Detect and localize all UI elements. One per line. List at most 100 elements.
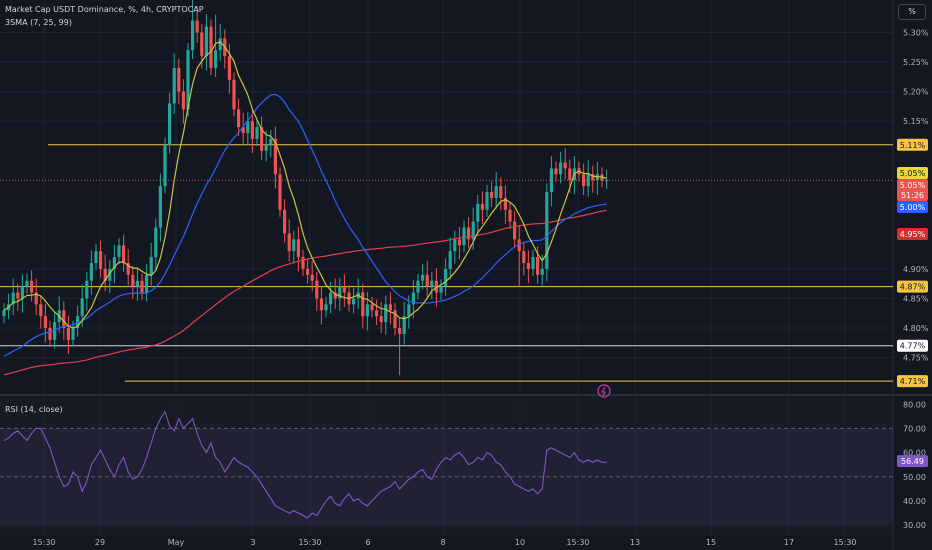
candle-body — [563, 162, 567, 169]
candle-body — [103, 268, 107, 281]
price-tick-label: 4.75% — [903, 354, 929, 363]
candle-body — [89, 262, 93, 281]
candle-body — [53, 322, 57, 340]
candle-body — [94, 251, 98, 263]
rsi-tick-label: 40.00 — [903, 497, 926, 506]
candle-body — [448, 251, 452, 269]
candle-body — [260, 127, 264, 151]
sma7-badge-bg — [897, 167, 928, 179]
sma25-badge-bg — [897, 201, 928, 213]
candle-body — [425, 274, 429, 287]
rsi-line — [3, 410, 607, 519]
candle-body — [177, 67, 181, 92]
candle-body — [126, 262, 130, 275]
candle-body — [338, 286, 342, 299]
candle-body — [554, 168, 558, 175]
rsi-tick-label: 70.00 — [903, 424, 926, 433]
rsi-legend: RSI (14, close) — [5, 405, 63, 414]
candle-body — [296, 239, 300, 258]
time-tick-label: 6 — [365, 538, 370, 547]
candle-body — [16, 292, 20, 299]
candle-body — [227, 56, 231, 80]
candle-body — [361, 292, 365, 317]
candle-body — [117, 245, 121, 258]
candle-body — [342, 286, 346, 293]
candle-body — [490, 192, 494, 198]
sma25-line — [3, 93, 607, 357]
candle-body — [131, 274, 135, 287]
candle-body — [416, 280, 420, 293]
candle-body — [39, 304, 43, 317]
candle-body — [283, 209, 287, 234]
candle-body — [76, 316, 80, 328]
candle-body — [186, 50, 190, 110]
candle-body — [250, 121, 254, 139]
candle-body — [149, 257, 153, 275]
candle-body — [255, 127, 259, 139]
candle-body — [333, 292, 337, 299]
price-tick-label: 4.85% — [903, 294, 929, 303]
candle-body — [526, 262, 530, 269]
time-tick-label: 15:30 — [833, 538, 856, 547]
candle-body — [591, 174, 595, 181]
candle-body — [549, 168, 553, 193]
candle-body — [480, 203, 484, 210]
candle-body — [324, 304, 328, 311]
time-tick-label: 15 — [706, 538, 716, 547]
time-tick-label: 15:30 — [32, 538, 55, 547]
candle-body — [476, 203, 480, 222]
candle-body — [158, 186, 162, 228]
level-badge-bg — [897, 138, 928, 151]
candle-body — [434, 280, 438, 293]
candle-body — [398, 327, 402, 334]
alert-bolt-glyph — [601, 386, 606, 397]
time-tick-label: 15:30 — [298, 538, 321, 547]
candle-body — [191, 20, 195, 51]
rsi-badge-bg — [897, 455, 928, 468]
candle-body — [457, 239, 461, 246]
time-tick-label: May — [168, 538, 185, 547]
alert-bolt-icon — [597, 384, 611, 398]
candle-body — [329, 292, 333, 305]
candle-body — [536, 257, 540, 275]
candle-body — [540, 268, 544, 275]
candle-body — [315, 280, 319, 299]
candle-body — [444, 268, 448, 287]
candle-body — [140, 280, 144, 293]
sma7-badge: 5.05% — [900, 169, 926, 178]
candle-body — [209, 26, 213, 68]
candle-body — [375, 310, 379, 317]
candle-body — [582, 174, 586, 187]
candle-body — [352, 298, 356, 305]
rsi-badge: 56.49 — [901, 457, 924, 466]
countdown-badge-bg — [897, 189, 928, 201]
time-tick-label: 8 — [440, 538, 445, 547]
candle-body — [232, 79, 236, 110]
candle-body — [402, 316, 406, 334]
candle-body — [237, 109, 241, 128]
candle-body — [168, 103, 172, 145]
percent-scale-button[interactable]: % — [898, 4, 926, 20]
candle-body — [264, 144, 268, 151]
candle-body — [62, 310, 66, 328]
level-badge: 4.87% — [900, 283, 926, 292]
candle-body — [48, 327, 52, 340]
price-tick-label: 4.90% — [903, 265, 929, 274]
candle-body — [204, 26, 208, 57]
price-tick-label: 5.30% — [903, 29, 929, 38]
price-tick-label: 4.80% — [903, 324, 929, 333]
candle-body — [559, 162, 563, 175]
price-tick-label: 5.15% — [903, 117, 929, 126]
candle-body — [508, 209, 512, 222]
rsi-tick-label: 80.00 — [903, 400, 926, 409]
candle-body — [11, 292, 15, 305]
candle-body — [517, 239, 521, 252]
price-badge: 5.05% — [900, 181, 926, 190]
candle-body — [246, 121, 250, 133]
candle-body — [499, 186, 503, 198]
candle-body — [34, 292, 38, 305]
level-badge-bg — [897, 375, 928, 388]
candle-body — [453, 239, 457, 252]
candle-body — [71, 327, 75, 340]
